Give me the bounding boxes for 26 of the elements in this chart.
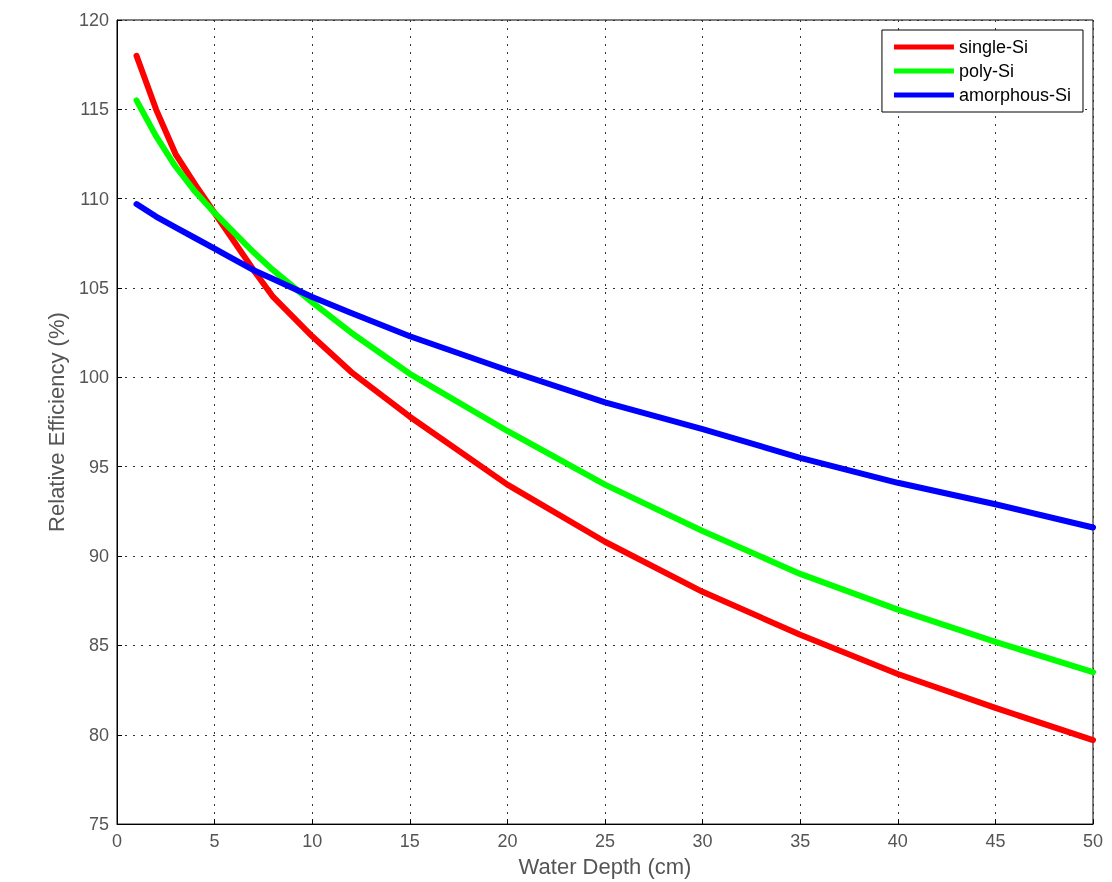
x-tick-label: 35 (790, 831, 811, 852)
y-tick-label: 75 (88, 814, 109, 835)
y-tick-label: 90 (88, 546, 109, 567)
y-tick-label: 95 (88, 456, 109, 477)
x-tick-label: 45 (985, 831, 1006, 852)
legend-label: single-Si (958, 37, 1028, 57)
y-tick-label: 120 (78, 10, 109, 30)
y-tick-label: 80 (88, 724, 109, 745)
x-tick-label: 25 (594, 831, 616, 852)
x-axis-title: Water Depth (cm) (518, 853, 692, 879)
x-tick-label: 30 (692, 831, 713, 852)
y-tick-label: 85 (88, 635, 109, 656)
y-tick-label: 115 (80, 99, 109, 120)
legend-label: poly-Si (958, 61, 1014, 81)
x-tick-label: 15 (399, 831, 420, 852)
x-tick-label: 20 (497, 831, 518, 852)
y-tick-label: 105 (78, 278, 109, 299)
y-tick-label: 100 (78, 367, 109, 388)
x-tick-label: 50 (1082, 831, 1104, 852)
x-tick-label: 40 (887, 831, 908, 852)
x-tick-label: 0 (111, 831, 123, 852)
y-tick-label: 110 (80, 188, 109, 209)
x-tick-label: 5 (209, 831, 220, 852)
x-tick-label: 10 (302, 831, 323, 852)
legend-label: amorphous-Si (958, 85, 1072, 105)
y-axis-title: Relative Efficiency (%) (43, 312, 69, 532)
